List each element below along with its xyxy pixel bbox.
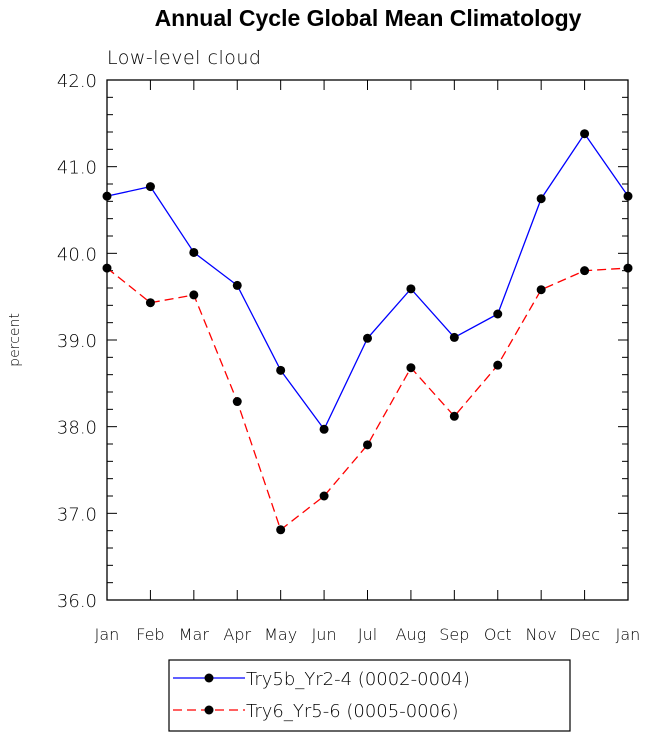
y-tick-label: 37.0 <box>57 504 97 525</box>
data-point <box>276 525 286 535</box>
data-point <box>232 280 242 290</box>
y-tick-label: 40.0 <box>57 244 97 265</box>
data-point <box>536 285 546 295</box>
data-point <box>189 290 199 300</box>
legend-box <box>168 659 571 732</box>
y-axis-label: percent <box>7 313 23 367</box>
data-point <box>145 298 155 308</box>
data-point <box>493 309 503 319</box>
x-tick-label: May <box>264 625 297 644</box>
x-tick-label: Dec <box>569 625 600 644</box>
data-point <box>623 263 633 273</box>
x-tick-label: Jun <box>312 625 337 644</box>
y-tick-label: 42.0 <box>57 71 97 92</box>
data-point <box>493 360 503 370</box>
y-tick-label: 39.0 <box>57 331 97 352</box>
data-point <box>145 182 155 192</box>
y-tick-label: 36.0 <box>57 591 97 612</box>
y-tick-label: 41.0 <box>57 158 97 179</box>
x-tick-label: Feb <box>136 625 164 644</box>
data-point <box>536 194 546 204</box>
x-tick-label: Mar <box>179 625 210 644</box>
data-point <box>319 424 329 434</box>
legend-label-2: Try6_Yr5-6 (0005-0006) <box>246 701 459 722</box>
legend-marker-1 <box>204 673 214 683</box>
x-tick-label: Jan <box>95 625 120 644</box>
data-point <box>102 191 112 201</box>
data-point <box>623 191 633 201</box>
legend: Try5b_Yr2-4 (0002-0004) Try6_Yr5-6 (0005-… <box>168 659 571 732</box>
chart-subtitle: Low-level cloud <box>107 47 261 69</box>
data-point <box>232 397 242 407</box>
legend-marker-2 <box>204 705 214 715</box>
data-point <box>449 411 459 421</box>
x-tick-label: Oct <box>484 625 512 644</box>
data-point <box>449 332 459 342</box>
data-point <box>406 363 416 373</box>
data-point <box>580 266 590 276</box>
data-point <box>189 247 199 257</box>
data-point <box>406 284 416 294</box>
data-point <box>102 263 112 273</box>
data-point <box>580 129 590 139</box>
x-tick-label: Aug <box>396 625 427 644</box>
series-line-1 <box>106 132 629 431</box>
x-tick-label: Jan <box>616 625 641 644</box>
chart-title: Annual Cycle Global Mean Climatology <box>155 5 582 31</box>
data-point <box>363 440 372 450</box>
legend-label-1: Try5b_Yr2-4 (0002-0004) <box>246 669 470 690</box>
x-tick-label: Nov <box>526 625 557 644</box>
plot-area: 36.0 37.0 38.0 39.0 40.0 41.0 42.0 Jan Feb Mar Apr… <box>57 71 640 644</box>
x-tick-label: Apr <box>223 625 251 644</box>
data-point <box>276 365 286 375</box>
y-tick-label: 38.0 <box>57 418 97 439</box>
x-tick-label: Jul <box>358 625 377 644</box>
series-line-2 <box>106 267 629 531</box>
x-tick-label: Sep <box>439 625 469 644</box>
data-point <box>319 491 329 501</box>
data-point <box>363 333 372 343</box>
